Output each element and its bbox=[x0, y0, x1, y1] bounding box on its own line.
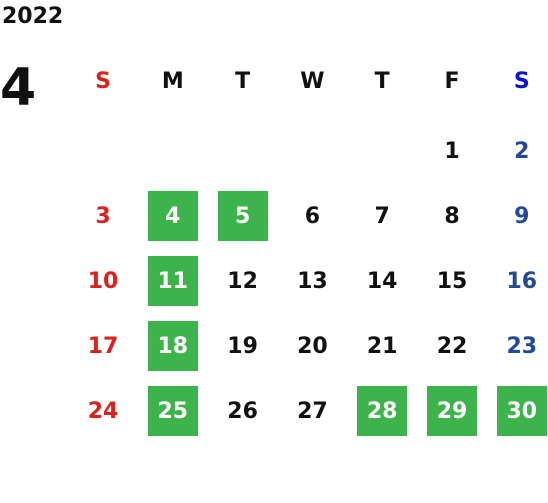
weekday-header: F bbox=[444, 68, 460, 94]
day: 20 bbox=[297, 333, 328, 359]
day: 8 bbox=[444, 203, 460, 229]
weekday-header: S bbox=[95, 68, 111, 94]
day: 3 bbox=[95, 203, 111, 229]
day: 17 bbox=[87, 333, 119, 359]
day: 22 bbox=[436, 333, 468, 359]
weekday-header: S bbox=[513, 68, 530, 94]
day: 13 bbox=[297, 268, 328, 294]
day: 1 bbox=[444, 138, 460, 164]
day: 7 bbox=[374, 203, 390, 229]
month: 4 bbox=[0, 58, 37, 118]
weekday-header: T bbox=[374, 68, 390, 94]
day: 10 bbox=[87, 268, 119, 294]
highlighted-day: 28 bbox=[357, 386, 408, 436]
day: 19 bbox=[227, 333, 258, 359]
day: 9 bbox=[514, 203, 530, 229]
weekday-header: W bbox=[300, 68, 325, 94]
highlighted-day: 18 bbox=[147, 321, 198, 371]
day: 21 bbox=[366, 333, 398, 359]
day: 14 bbox=[366, 268, 398, 294]
day: 16 bbox=[506, 268, 538, 294]
weekday-header: T bbox=[235, 68, 251, 94]
highlighted-day: 25 bbox=[147, 386, 198, 436]
weekday-header: M bbox=[161, 68, 184, 94]
day: 26 bbox=[227, 398, 258, 424]
year: 2022 bbox=[2, 4, 64, 29]
day: 15 bbox=[436, 268, 468, 294]
day: 23 bbox=[506, 333, 538, 359]
highlighted-day: 29 bbox=[427, 386, 477, 436]
highlighted-day: 5 bbox=[217, 191, 268, 241]
day: 12 bbox=[227, 268, 258, 294]
highlighted-day: 30 bbox=[496, 386, 547, 436]
day: 24 bbox=[87, 398, 119, 424]
day: 2 bbox=[514, 138, 530, 164]
day: 27 bbox=[297, 398, 328, 424]
highlighted-day: 11 bbox=[147, 256, 198, 306]
day: 6 bbox=[304, 203, 321, 229]
highlighted-day: 4 bbox=[147, 191, 198, 241]
